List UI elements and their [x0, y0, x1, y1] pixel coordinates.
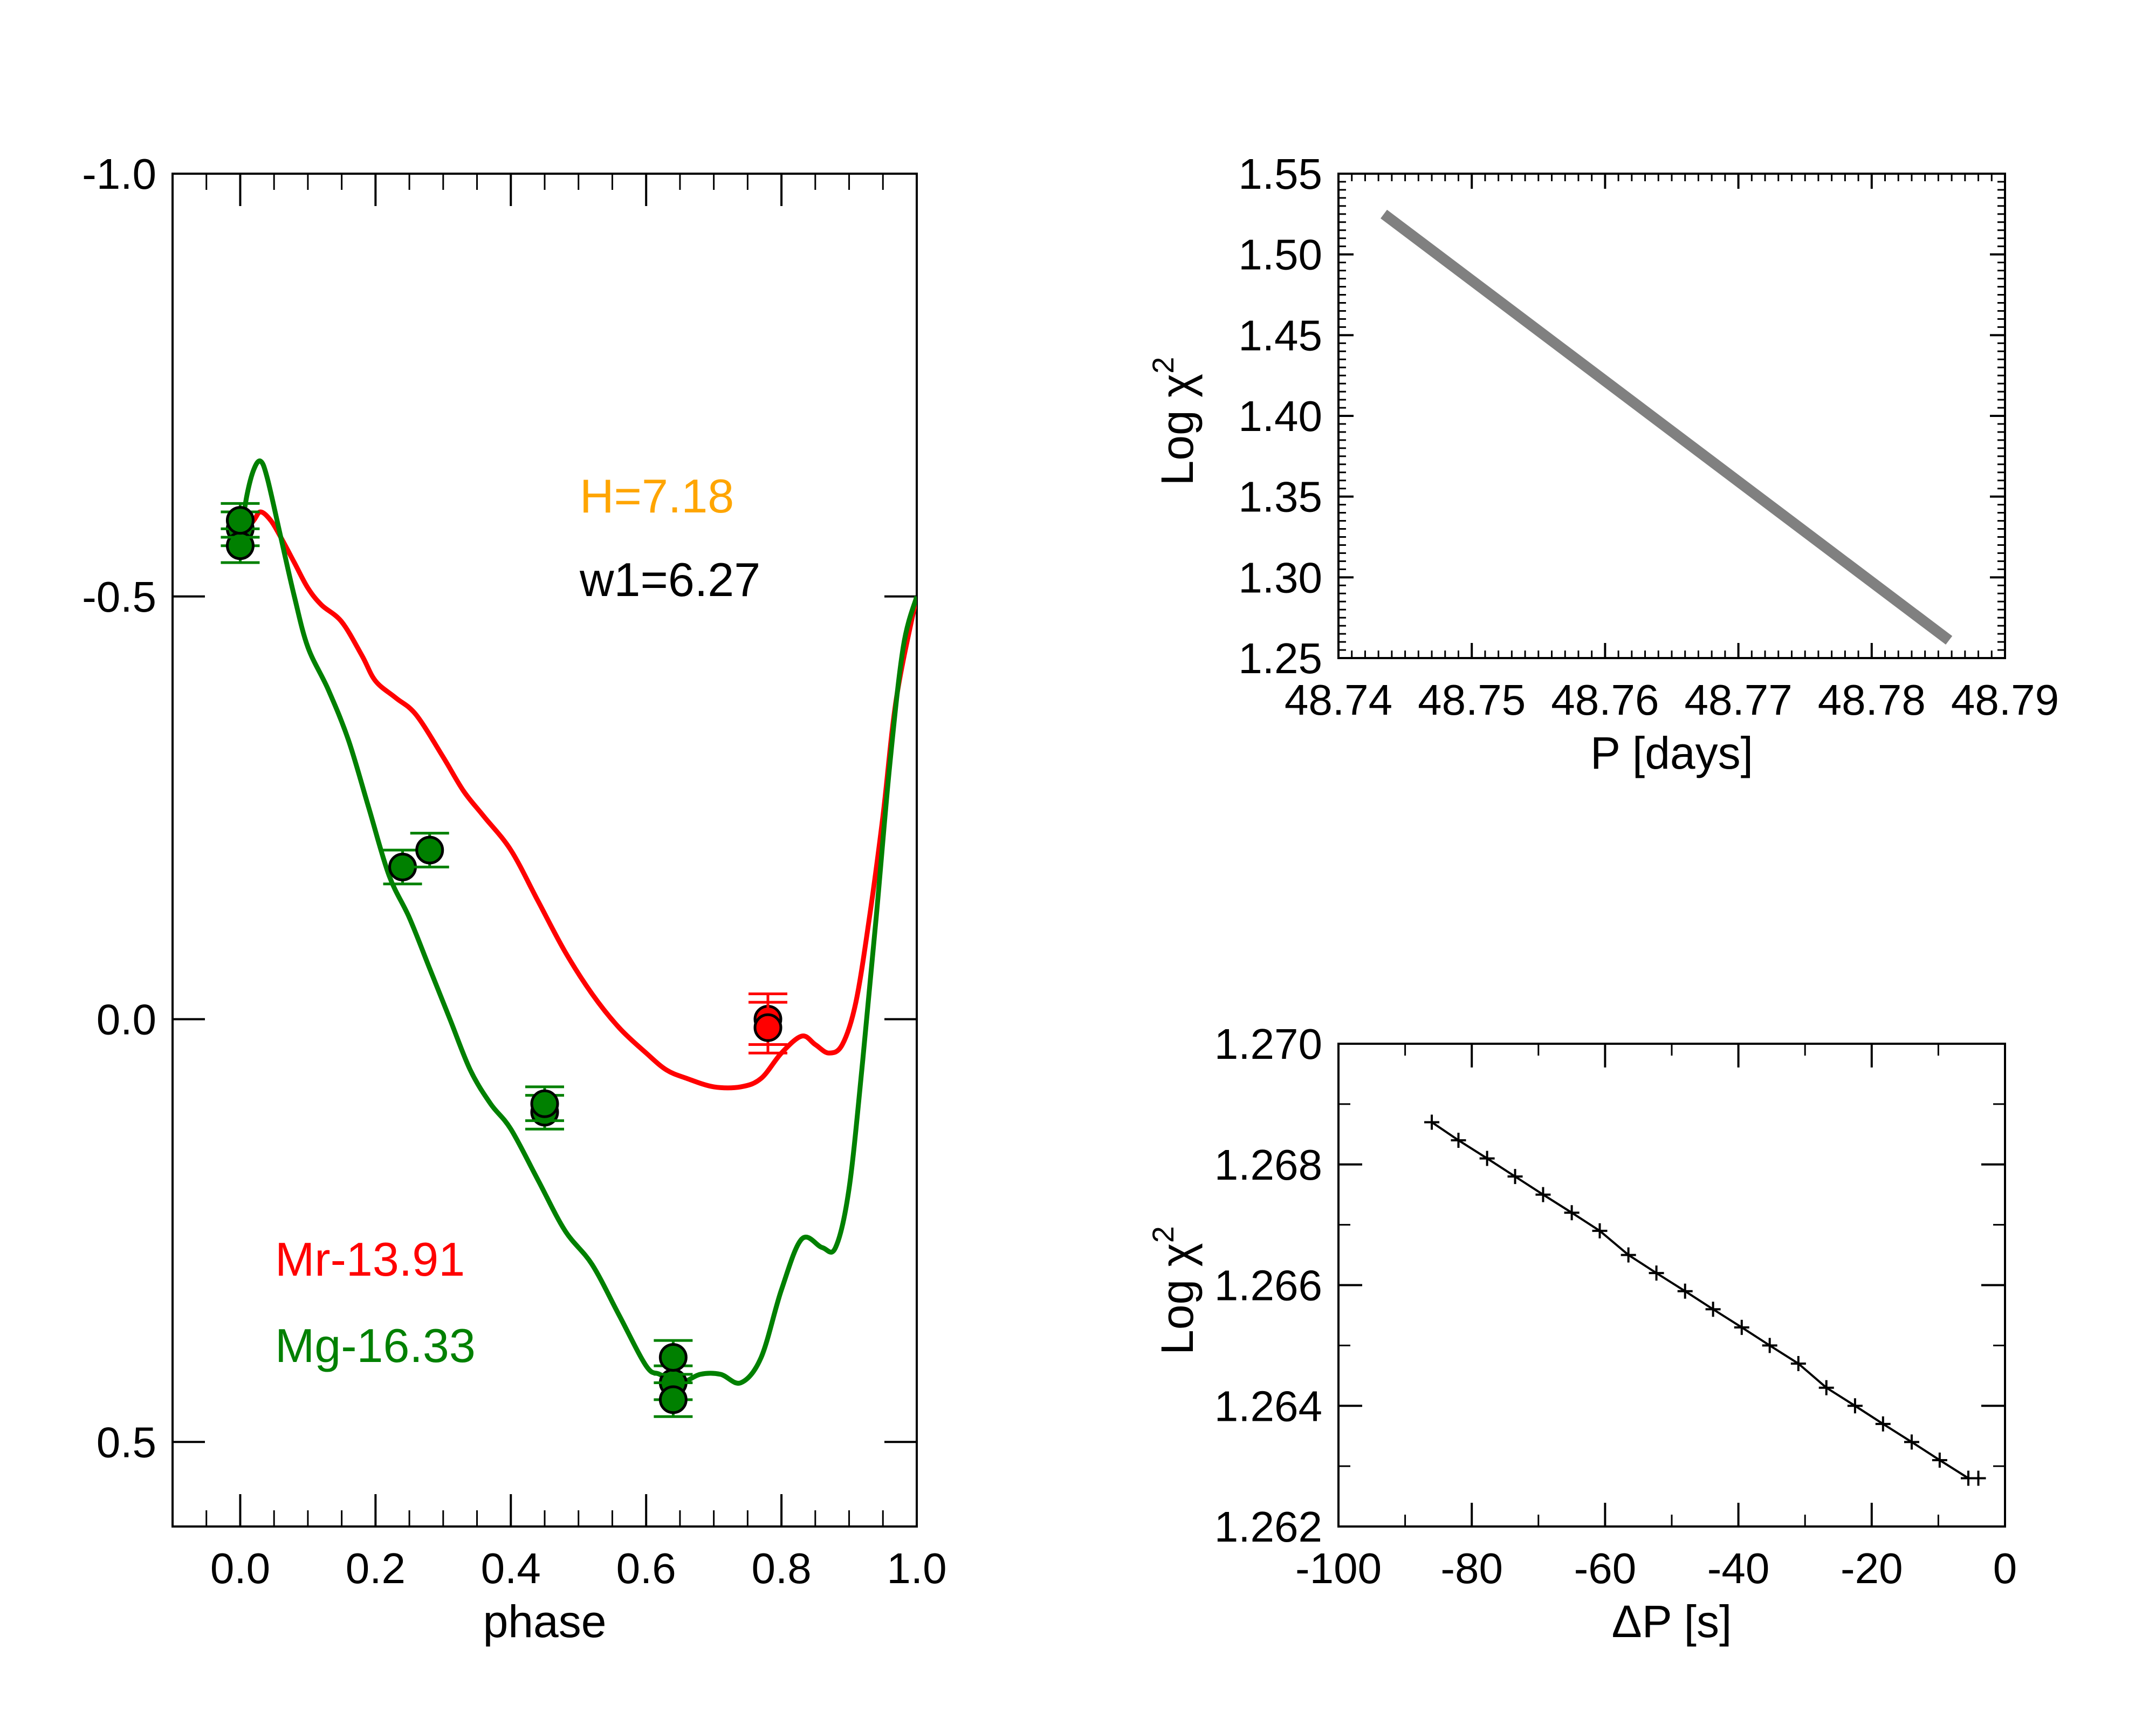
- y-tick-label: 1.40: [1238, 392, 1322, 440]
- x-tick-label: 0.4: [481, 1544, 541, 1592]
- plot-frame: [1337, 1043, 2006, 1528]
- y-axis-title: Log χ2: [1146, 1226, 1203, 1355]
- x-tick-label: 48.75: [1418, 676, 1526, 724]
- x-tick-label: 0.6: [616, 1544, 676, 1592]
- data-point: [658, 1343, 688, 1372]
- x-tick-label: -40: [1707, 1544, 1770, 1592]
- panel-left: 0.0 0.2 0.4 0.6 0.8 1.0 -1.0 -0.5 0.0 0.5 phase H=7…: [82, 150, 946, 1647]
- data-point: [658, 1385, 688, 1414]
- y-tick-label: 1.270: [1214, 1020, 1322, 1068]
- plot-frame: [1337, 173, 2006, 659]
- y-axis-title-main: Log χ: [1152, 374, 1203, 486]
- data-point: [530, 1089, 559, 1118]
- annotation-1: w1=6.27: [579, 553, 760, 606]
- y-tick-label: 1.30: [1238, 553, 1322, 601]
- x-tick-label: 48.77: [1684, 676, 1792, 724]
- x-tick-label: -100: [1295, 1544, 1382, 1592]
- y-tick-label: 0.5: [97, 1418, 156, 1466]
- data-point: [415, 836, 444, 865]
- series-1-model-curve: [238, 458, 917, 1386]
- x-tick-label: 0.8: [751, 1544, 811, 1592]
- x-tick-label: -80: [1440, 1544, 1503, 1592]
- y-tick-label: 1.264: [1214, 1382, 1322, 1430]
- y-axis-title-main: Log χ: [1152, 1243, 1203, 1355]
- y-tick-label: 1.266: [1214, 1262, 1322, 1310]
- y-tick-label: 1.25: [1238, 634, 1322, 682]
- y-tick-label: 1.45: [1238, 311, 1322, 359]
- x-tick-label: 48.76: [1551, 676, 1659, 724]
- data-point: [753, 1013, 782, 1042]
- y-tick-label: 1.35: [1238, 473, 1322, 521]
- y-axis-title: Log χ2: [1146, 357, 1203, 486]
- y-tick-label: 0.0: [97, 996, 156, 1044]
- x-tick-label: 1.0: [887, 1544, 946, 1592]
- y-tick-label: 1.268: [1214, 1141, 1322, 1189]
- annotation-3: Mg-16.33: [275, 1319, 476, 1372]
- annotation-2: Mr-13.91: [275, 1233, 465, 1286]
- y-tick-label: 1.262: [1214, 1503, 1322, 1551]
- plot-area: [221, 458, 917, 1418]
- panel-bottom-right: -100 -80 -60 -40 -20 0 1.262 1.264 1.266 1.268 1.2…: [1146, 1020, 2017, 1647]
- plot-area: [1381, 209, 1953, 645]
- x-tick-label: -60: [1574, 1544, 1637, 1592]
- y-tick-label: -0.5: [82, 573, 156, 621]
- x-tick-label: 48.74: [1285, 676, 1392, 724]
- x-tick-label: 48.79: [1951, 676, 2059, 724]
- x-tick-label: 0.2: [346, 1544, 406, 1592]
- x-tick-label: 0: [1993, 1544, 2017, 1592]
- y-axis-title-sup: 2: [1146, 1226, 1180, 1243]
- plot-area: [1424, 1114, 1986, 1486]
- panel-top-right: 48.74 48.75 48.76 48.77 48.78 48.79 1.25 1.30 1.…: [1146, 150, 2059, 778]
- x-tick-label: 48.78: [1818, 676, 1926, 724]
- series-0-model-curve: [238, 509, 917, 1091]
- x-tick-label: -20: [1841, 1544, 1903, 1592]
- y-tick-label: 1.55: [1238, 150, 1322, 198]
- y-tick-label: 1.50: [1238, 231, 1322, 279]
- x-axis-title: P [days]: [1590, 728, 1753, 778]
- y-tick-label: -1.0: [82, 150, 156, 198]
- x-axis-title: phase: [483, 1596, 607, 1647]
- x-tick-label: 0.0: [210, 1544, 270, 1592]
- series-line: [1381, 209, 1953, 645]
- annotation-0: H=7.18: [580, 469, 734, 523]
- y-axis-title-sup: 2: [1146, 357, 1180, 374]
- x-axis-title: ΔP [s]: [1612, 1596, 1732, 1647]
- data-point: [225, 506, 255, 535]
